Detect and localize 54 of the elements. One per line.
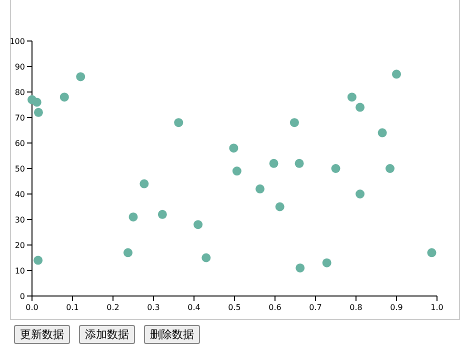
point: [347, 92, 356, 102]
y-tick-label: 100: [10, 37, 25, 46]
point: [427, 248, 436, 258]
x-tick-label: 0.4: [188, 303, 200, 312]
y-tick-label: 0: [20, 292, 25, 301]
point: [34, 256, 43, 265]
point: [194, 220, 203, 230]
point: [76, 72, 86, 82]
point: [294, 158, 304, 168]
y-tick-label: 70: [14, 114, 25, 122]
x-tick-label: 0.6: [268, 303, 282, 312]
point: [322, 258, 332, 268]
point: [140, 179, 149, 188]
point: [275, 202, 284, 212]
point: [331, 164, 340, 173]
point: [202, 253, 211, 262]
y-tick-label: 20: [14, 241, 25, 250]
point: [174, 118, 184, 128]
x-tick-label: 1.0: [430, 303, 444, 312]
point: [123, 248, 132, 258]
point: [60, 92, 69, 102]
point: [34, 108, 43, 117]
point: [128, 212, 138, 222]
x-tick-label: 0.9: [390, 303, 403, 312]
point: [290, 118, 299, 128]
x-tick-label: 0.2: [106, 303, 120, 312]
y-tick-label: 40: [14, 190, 25, 199]
point: [392, 70, 401, 79]
point: [269, 158, 278, 168]
y-tick-label: 10: [14, 266, 25, 276]
text: 添加数据: [79, 325, 135, 344]
x-tick-label: 0.8: [350, 303, 362, 312]
x-tick-label: 0.7: [309, 303, 322, 312]
y-tick-label: 80: [14, 88, 25, 97]
y-tick-label: 60: [14, 139, 25, 148]
y-tick-label: 30: [14, 216, 25, 224]
x-tick-label: 0.0: [26, 303, 38, 312]
point: [378, 128, 387, 138]
point: [158, 210, 167, 219]
x-tick-label: 0.5: [228, 303, 241, 312]
y-tick-label: 90: [14, 62, 25, 72]
point: [386, 164, 395, 173]
text: 删除数据: [144, 325, 200, 344]
point: [256, 184, 265, 194]
point: [229, 144, 238, 153]
point: [356, 102, 365, 112]
point: [296, 263, 305, 272]
point: [232, 166, 242, 176]
x-tick-label: 0.1: [66, 303, 79, 312]
x-tick-label: 0.3: [147, 303, 160, 312]
point: [32, 98, 42, 107]
point: [356, 190, 365, 198]
y-tick-label: 50: [14, 164, 25, 174]
text: 更新数据: [14, 325, 70, 344]
